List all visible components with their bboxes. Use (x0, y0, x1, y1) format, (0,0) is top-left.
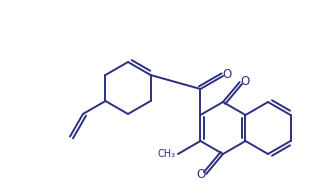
Text: CH₃: CH₃ (158, 149, 176, 159)
Text: O: O (197, 168, 206, 181)
Text: O: O (240, 74, 249, 88)
Text: O: O (222, 69, 232, 81)
